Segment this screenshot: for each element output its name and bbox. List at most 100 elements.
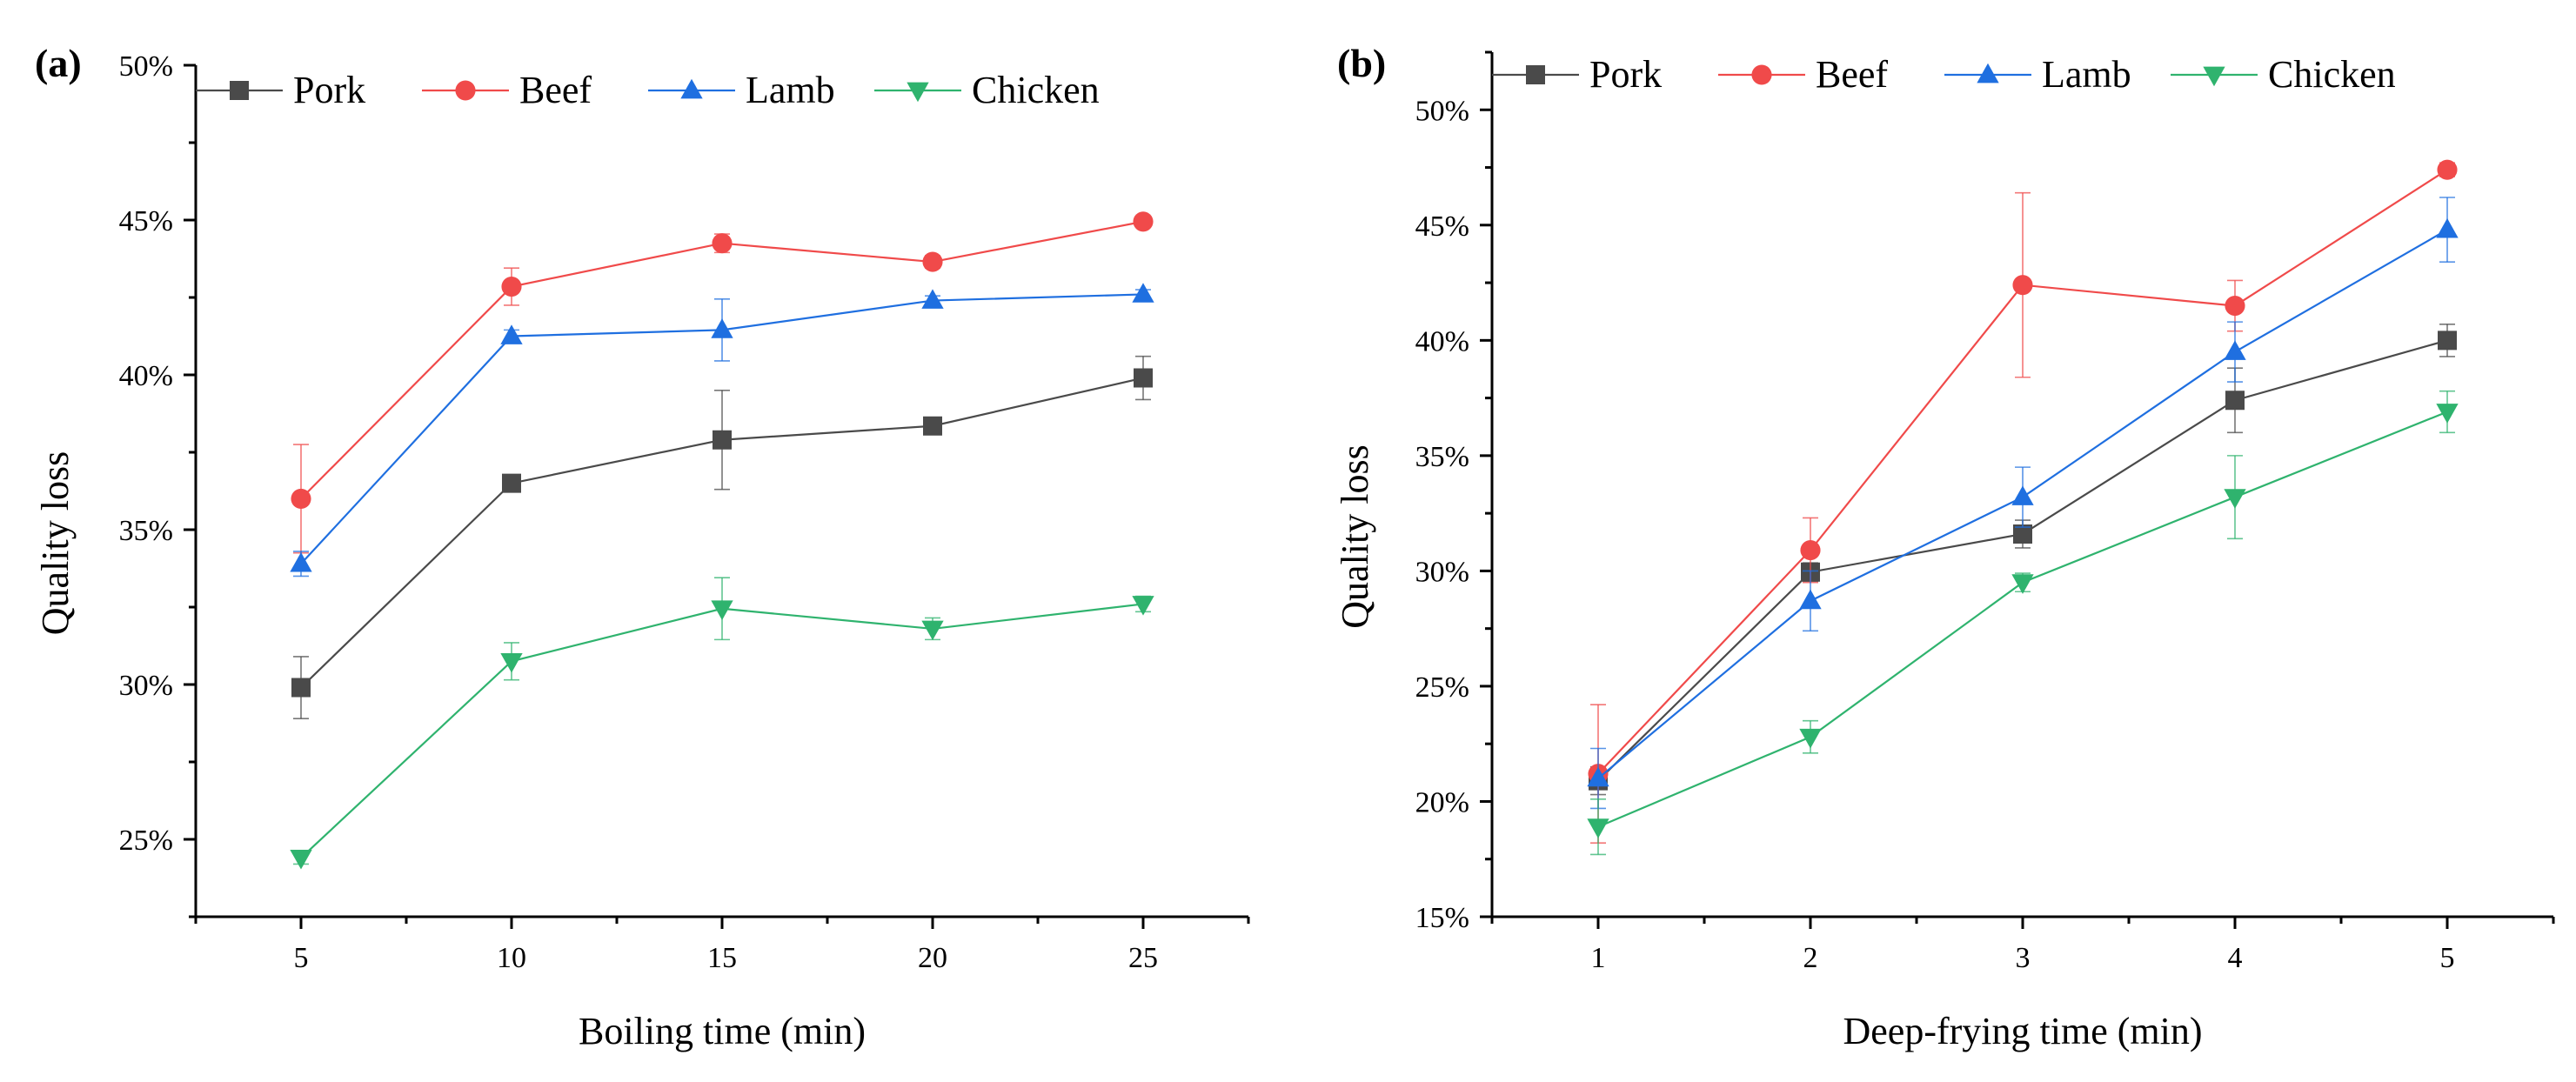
series-beef — [291, 211, 1154, 554]
data-point — [2438, 331, 2457, 351]
x-tick-label: 15 — [707, 942, 737, 974]
series-chicken — [290, 577, 1154, 870]
x-tick-label: 4 — [2228, 942, 2243, 974]
y-tick-label: 35% — [1415, 441, 1469, 473]
y-axis-title: Quality loss — [1334, 444, 1376, 628]
x-tick-label: 5 — [294, 942, 309, 974]
y-tick-label: 25% — [119, 825, 173, 857]
legend-marker-circle — [455, 80, 476, 101]
y-axis-title: Quality loss — [34, 451, 77, 635]
x-tick-label: 25 — [1128, 942, 1158, 974]
data-point — [711, 318, 733, 338]
data-point — [290, 551, 312, 572]
y-tick-label: 35% — [119, 515, 173, 547]
series-pork — [291, 355, 1153, 719]
legend-marker-triangle-up — [680, 78, 703, 99]
panel-label: (a) — [35, 41, 82, 85]
data-point — [711, 600, 733, 620]
legend-item-pork: Pork — [196, 69, 365, 111]
data-point — [2225, 296, 2245, 317]
x-axis-title: Boiling time (min) — [579, 1010, 866, 1052]
legend-label: Pork — [293, 69, 365, 111]
legend-marker-square — [1526, 65, 1545, 84]
y-tick-label: 30% — [1415, 556, 1469, 588]
series-pork — [1589, 323, 2457, 796]
y-tick-label: 20% — [1415, 786, 1469, 818]
data-point — [1800, 539, 1821, 561]
x-tick-label: 5 — [2440, 942, 2455, 974]
series-line — [1597, 339, 2448, 782]
legend-item-chicken: Chicken — [2171, 53, 2396, 96]
data-point — [713, 430, 732, 450]
data-point — [923, 416, 942, 436]
legend-label: Chicken — [2268, 53, 2396, 96]
series-chicken — [1587, 390, 2459, 856]
data-point — [500, 652, 523, 673]
legend-marker-square — [230, 81, 249, 100]
panel-a: 5 10 15 20 25 25% 30% 35% 40% 45% 50% Boiling time … — [34, 41, 1250, 1052]
y-tick-label: 15% — [1415, 902, 1469, 934]
data-point — [1133, 211, 1154, 232]
legend-item-beef: Beef — [1718, 53, 1888, 96]
data-point — [2013, 524, 2032, 544]
y-tick-label: 50% — [1415, 95, 1469, 127]
data-point — [1132, 596, 1154, 616]
y-tick-label: 25% — [1415, 671, 1469, 704]
legend-marker-triangle-down — [2203, 66, 2225, 87]
data-point — [712, 233, 733, 254]
legend-item-chicken: Chicken — [874, 69, 1100, 111]
x-tick-label: 2 — [1803, 942, 1818, 974]
data-point — [1134, 368, 1153, 388]
data-point — [2437, 159, 2458, 180]
y-tick-label: 40% — [1415, 325, 1469, 357]
legend-label: Beef — [519, 69, 592, 111]
data-point — [1799, 589, 1822, 610]
data-point — [1132, 283, 1154, 303]
x-tick-label: 20 — [918, 942, 947, 974]
legend-marker-circle — [1751, 64, 1772, 85]
x-tick-label: 1 — [1591, 942, 1606, 974]
legend-item-lamb: Lamb — [648, 69, 835, 111]
panel-b: 1 2 3 4 5 15% 20% 25% 30% 35% 40% 45% 50% Deep-frying… — [1334, 41, 2555, 1052]
legend-label: Lamb — [746, 69, 835, 111]
legend-label: Pork — [1589, 53, 1662, 96]
panel-label: (b) — [1337, 41, 1386, 85]
data-point — [921, 620, 944, 641]
y-tick-label: 50% — [119, 50, 173, 83]
data-point — [2224, 340, 2246, 360]
legend-item-lamb: Lamb — [1944, 53, 2131, 96]
y-tick-label: 45% — [119, 205, 173, 237]
legend-label: Beef — [1816, 53, 1888, 96]
y-tick-label: 40% — [119, 360, 173, 392]
legend-label: Lamb — [2042, 53, 2131, 96]
data-point — [501, 276, 522, 297]
data-point — [291, 678, 311, 698]
x-tick-label: 3 — [2016, 942, 2031, 974]
data-point — [2224, 489, 2246, 509]
y-tick-label: 45% — [1415, 210, 1469, 243]
data-point — [291, 488, 311, 509]
data-point — [500, 324, 523, 344]
legend-label: Chicken — [972, 69, 1100, 111]
data-point — [290, 850, 312, 870]
data-point — [2436, 404, 2459, 424]
legend-item-beef: Beef — [422, 69, 592, 111]
series-line — [300, 603, 1144, 859]
data-point — [2012, 275, 2033, 296]
data-point — [502, 473, 521, 493]
x-axis-title: Deep-frying time (min) — [1843, 1010, 2203, 1052]
data-point — [1587, 818, 1609, 838]
data-point — [1799, 728, 1822, 749]
legend-marker-triangle-up — [1977, 63, 1999, 83]
y-tick-label: 30% — [119, 670, 173, 702]
data-point — [2011, 485, 2034, 505]
legend-marker-triangle-down — [907, 82, 929, 103]
data-point — [921, 289, 944, 309]
data-point — [2436, 217, 2459, 238]
data-point — [1587, 766, 1609, 787]
data-point — [2225, 391, 2245, 411]
series-lamb — [290, 283, 1154, 578]
data-point — [2011, 574, 2034, 594]
x-tick-label: 10 — [497, 942, 526, 974]
